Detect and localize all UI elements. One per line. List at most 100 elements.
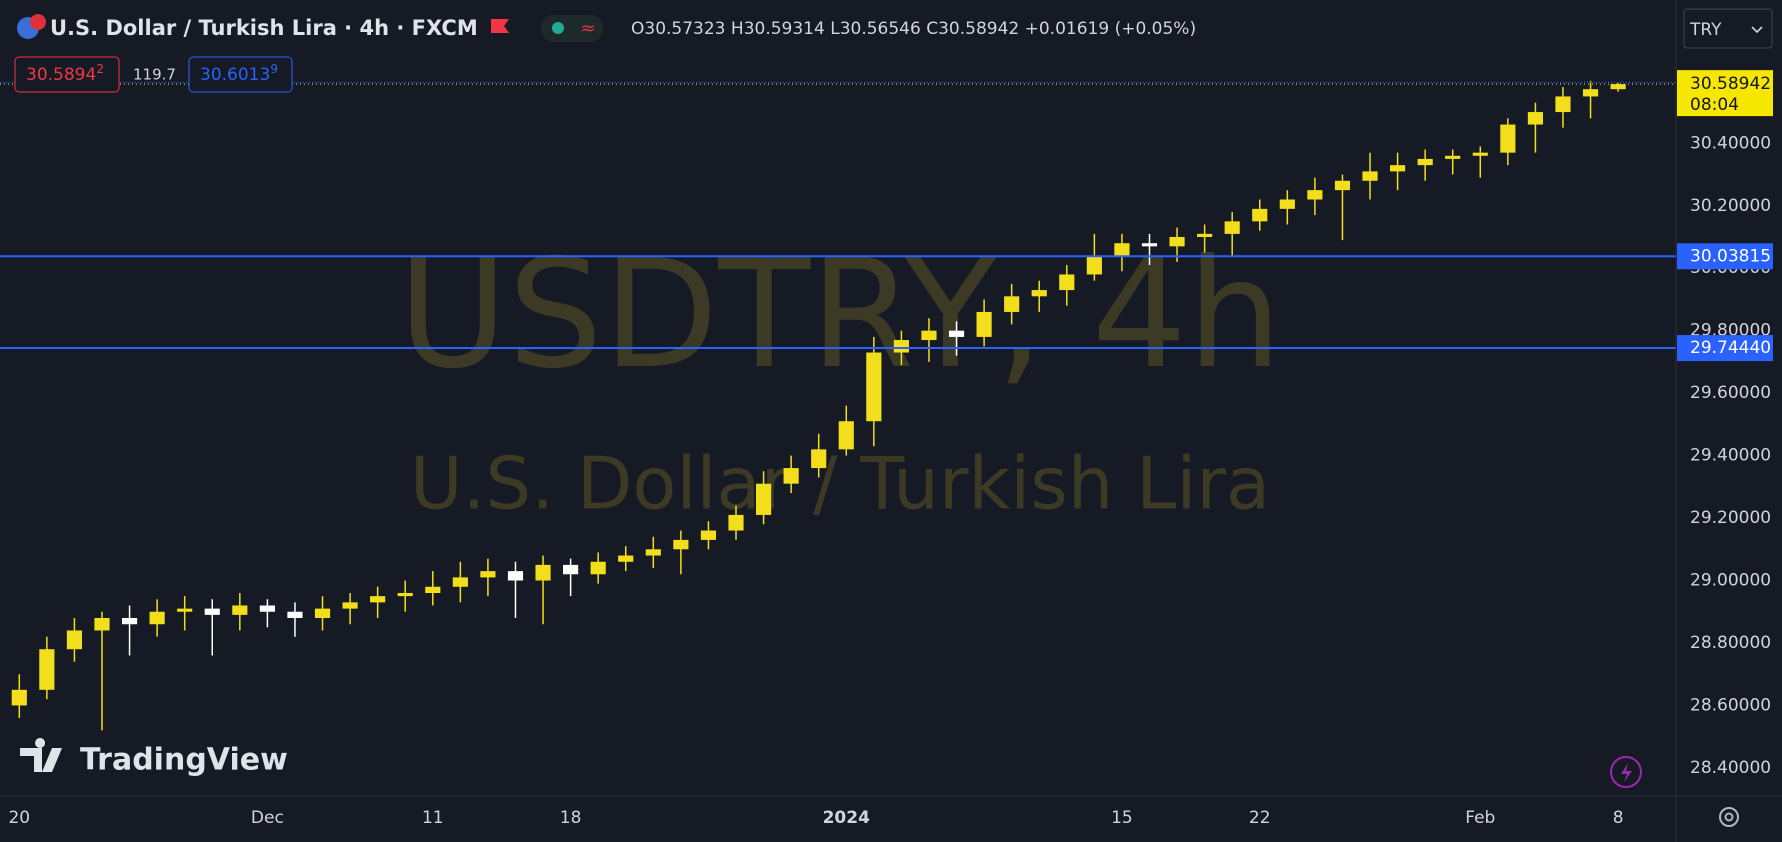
bid: 30.5894 (26, 65, 96, 85)
ask-price: 30.60139 (200, 62, 278, 86)
ask-sup: 9 (270, 62, 278, 76)
candle-body (204, 608, 220, 615)
candle-body (66, 630, 83, 650)
x-tick-label: 18 (560, 808, 582, 828)
sell-button[interactable] (14, 56, 120, 93)
dropdown-arrow (1751, 26, 1763, 34)
candle-body (838, 421, 854, 450)
axes: 28.40000 28.60000 28.80000 29.00000 29.20000… (8, 70, 1773, 828)
candle-body (1307, 190, 1323, 200)
candle-body (1141, 243, 1158, 247)
candle-body (1252, 208, 1268, 222)
price-line-label: 30.03815 (1690, 246, 1771, 266)
ask: 30.6013 (200, 65, 270, 85)
candle-body (976, 311, 992, 337)
candle-body (177, 608, 193, 612)
candle-body (1059, 274, 1075, 291)
high: H30.59314 (731, 19, 825, 39)
spread: 119.7 (133, 66, 176, 84)
logo[interactable]: TradingView (80, 743, 288, 778)
candle-body (1114, 243, 1130, 256)
x-tick-label: 8 (1613, 808, 1624, 828)
candle-body (673, 539, 689, 550)
candle-body (590, 561, 606, 575)
y-tick-label: 28.80000 (1690, 633, 1771, 653)
candle-body (397, 593, 413, 597)
candle-body (535, 564, 551, 581)
candle-body (507, 571, 524, 581)
candle-body (1279, 199, 1295, 209)
x-tick-label: Dec (251, 808, 284, 828)
low: L30.56546 (830, 19, 921, 39)
candle-body (287, 611, 303, 618)
market-open-dot (552, 22, 564, 34)
price-line-label-box (1677, 243, 1773, 270)
status-pill[interactable] (541, 15, 603, 42)
y-tick-label: 29.20000 (1690, 508, 1771, 528)
candle-body (425, 586, 441, 594)
candle-body (1445, 155, 1461, 159)
plot (0, 80, 1676, 731)
candle-body (1610, 84, 1626, 90)
candle-body (1527, 112, 1543, 125)
candle-body (121, 617, 138, 625)
y-tick-label: 29.00000 (1690, 571, 1771, 591)
last-price-box (1677, 70, 1773, 117)
candle-body (94, 617, 110, 631)
x-tick-label: 20 (8, 808, 30, 828)
bid-sup: 2 (96, 62, 104, 76)
x-tick-label: 2024 (823, 808, 870, 828)
x-tick-label: 22 (1249, 808, 1271, 828)
last-price: 30.58942 (1690, 74, 1771, 94)
countdown: 08:04 (1690, 95, 1739, 115)
candle-body (700, 530, 717, 540)
y-tick-label: 30.40000 (1690, 133, 1771, 153)
candle-body (866, 352, 882, 422)
ohlc-legend: O30.57323 H30.59314 L30.56546 C30.58942 … (631, 19, 1196, 39)
open: O30.57323 (631, 19, 726, 39)
candle-body (1224, 221, 1240, 234)
candle-body (1390, 165, 1406, 172)
candle-body (921, 330, 937, 341)
settings-icon (1724, 812, 1734, 822)
price-line-label-box (1677, 335, 1773, 362)
settings-button[interactable] (1719, 807, 1739, 827)
x-tick-label: 15 (1111, 808, 1133, 828)
candle-body (314, 608, 331, 618)
currency-selector[interactable] (1683, 8, 1773, 49)
candle-body (728, 514, 744, 531)
lightning-icon (1621, 763, 1632, 782)
y-tick-label: 29.40000 (1690, 446, 1771, 466)
candle-body (893, 340, 909, 353)
candle-body (563, 564, 579, 575)
candle-body (1004, 296, 1020, 312)
y-tick-label: 28.60000 (1690, 695, 1771, 715)
price-line-label: 29.74440 (1690, 338, 1771, 358)
candle-body (1417, 158, 1433, 166)
candle-body (11, 689, 27, 706)
candle-body (39, 649, 55, 690)
bid-price: 30.58942 (26, 62, 104, 86)
candle-body (370, 596, 386, 603)
close: C30.58942 (926, 19, 1019, 39)
watermark-sub: U.S. Dollar / Turkish Lira (410, 442, 1270, 526)
alert-button[interactable] (1610, 756, 1642, 788)
y-tick-label: 28.40000 (1690, 758, 1771, 778)
delay-icon: ≈ (580, 18, 595, 39)
change: +0.01619 (+0.05%) (1025, 19, 1196, 39)
candle-body (755, 483, 772, 515)
candle-body (645, 549, 661, 556)
flag-icon (30, 14, 46, 30)
candle-body (259, 605, 275, 612)
symbol-title[interactable]: U.S. Dollar / Turkish Lira · 4h · FXCM (50, 16, 478, 40)
candle-body (618, 555, 634, 562)
candle-body (948, 330, 965, 337)
buy-button[interactable] (188, 56, 293, 93)
candle-body (1362, 171, 1378, 181)
candle-body (1500, 124, 1516, 153)
candle-body (480, 571, 496, 578)
flag-marker[interactable] (491, 19, 509, 33)
